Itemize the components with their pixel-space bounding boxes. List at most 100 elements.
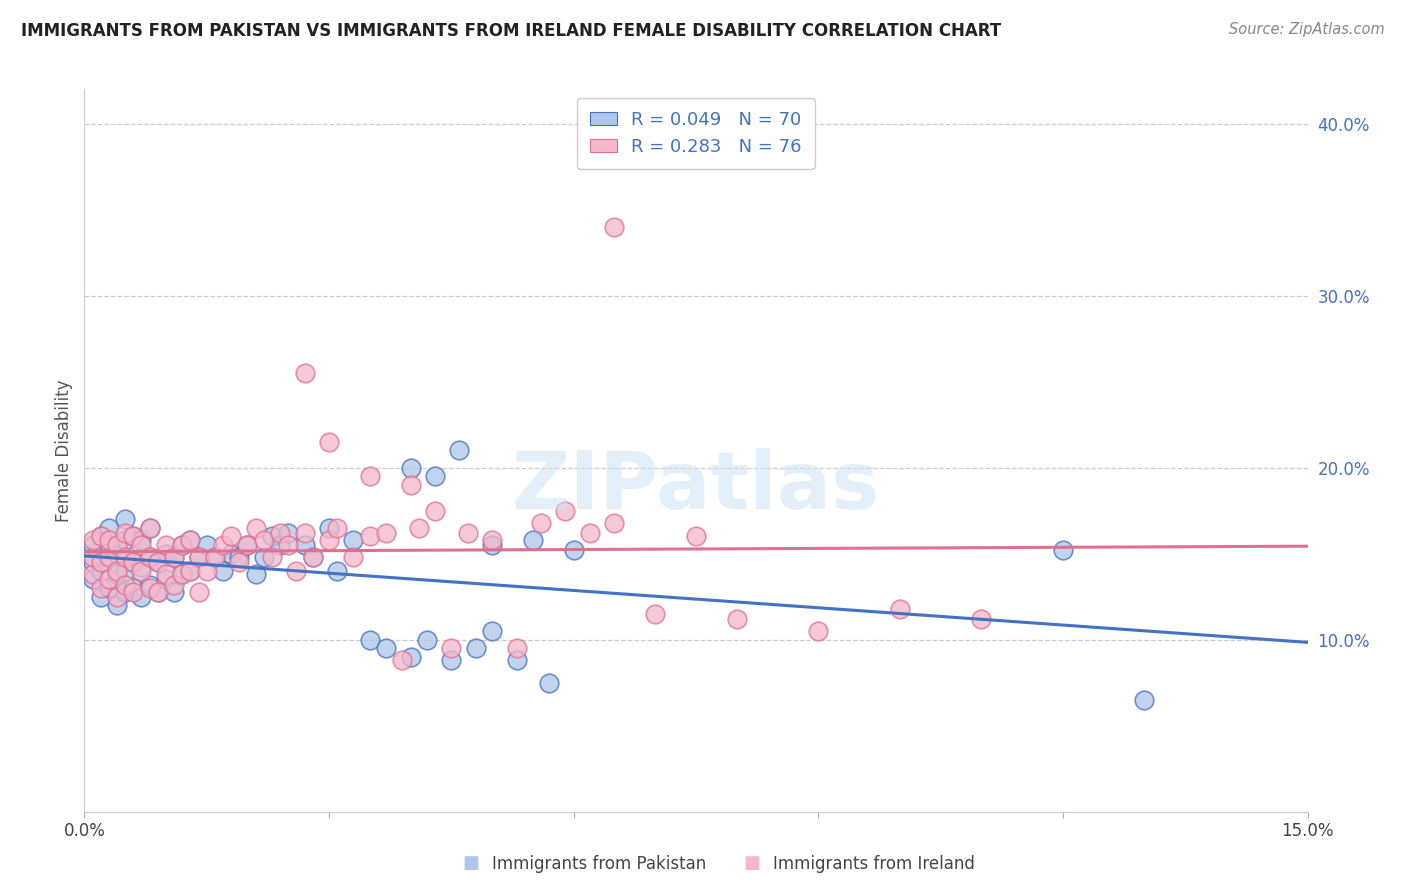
Point (105, 599, 128, 613)
Point (212, 538, 235, 552)
Point (82, 567, 104, 582)
Point (375, 526, 398, 541)
Point (260, 550, 283, 565)
Point (685, 529, 707, 543)
Point (114, 533, 136, 547)
Point (122, 529, 145, 543)
Point (481, 538, 503, 552)
Point (138, 581, 160, 595)
Point (114, 512, 136, 526)
Point (82, 538, 104, 552)
Point (301, 550, 323, 565)
Point (1052, 543, 1074, 558)
Point (359, 469, 381, 483)
Point (172, 567, 194, 582)
Text: Immigrants from Ireland: Immigrants from Ireland (773, 855, 976, 873)
Point (644, 607, 666, 621)
Point (82, 533, 104, 547)
Point (285, 564, 308, 578)
Point (163, 577, 186, 591)
Point (318, 533, 340, 547)
Point (122, 529, 145, 543)
Point (155, 538, 177, 552)
Text: ■: ■ (463, 854, 479, 871)
Point (245, 567, 267, 582)
Point (318, 521, 340, 535)
Point (522, 533, 544, 547)
Y-axis label: Female Disability: Female Disability (55, 379, 73, 522)
Point (579, 526, 602, 541)
Point (97, 573, 120, 587)
Legend: R = 0.049   N = 70, R = 0.283   N = 76: R = 0.049 N = 70, R = 0.283 N = 76 (578, 98, 814, 169)
Point (342, 550, 364, 565)
Point (342, 533, 364, 547)
Point (105, 564, 128, 578)
Point (179, 533, 201, 547)
Point (195, 538, 218, 552)
Point (82, 555, 104, 569)
Point (97, 521, 120, 535)
Point (138, 521, 160, 535)
Point (562, 543, 585, 558)
Point (90, 564, 112, 578)
Point (82, 573, 104, 587)
Point (318, 434, 340, 449)
Point (294, 366, 316, 380)
Point (505, 653, 527, 667)
Point (505, 641, 527, 656)
Point (138, 550, 160, 565)
Point (464, 641, 486, 656)
Point (219, 529, 242, 543)
Point (146, 584, 169, 599)
Text: ■: ■ (744, 854, 761, 871)
Point (399, 478, 422, 492)
Point (554, 503, 576, 517)
Point (138, 521, 160, 535)
Point (970, 612, 993, 626)
Point (245, 521, 267, 535)
Point (131, 564, 153, 578)
Point (155, 547, 177, 561)
Point (260, 529, 283, 543)
Point (146, 555, 169, 569)
Point (408, 521, 430, 535)
Point (90, 555, 112, 569)
Point (163, 550, 186, 565)
Point (399, 649, 422, 664)
Point (105, 590, 128, 604)
Point (114, 526, 136, 541)
Point (416, 632, 439, 647)
Point (82, 550, 104, 565)
Point (457, 526, 479, 541)
Point (481, 624, 503, 639)
Point (172, 567, 194, 582)
Point (105, 547, 128, 561)
Point (122, 555, 145, 569)
Point (146, 555, 169, 569)
Point (179, 564, 201, 578)
Point (131, 533, 153, 547)
Point (423, 469, 446, 483)
Point (603, 516, 626, 530)
Point (212, 564, 235, 578)
Point (399, 460, 422, 475)
Point (138, 550, 160, 565)
Point (228, 555, 250, 569)
Point (114, 584, 136, 599)
Point (1133, 693, 1156, 707)
Point (131, 538, 153, 552)
Point (359, 632, 381, 647)
Point (131, 590, 153, 604)
Point (253, 533, 276, 547)
Point (326, 564, 349, 578)
Point (725, 612, 748, 626)
Text: IMMIGRANTS FROM PAKISTAN VS IMMIGRANTS FROM IRELAND FEMALE DISABILITY CORRELATIO: IMMIGRANTS FROM PAKISTAN VS IMMIGRANTS F… (21, 22, 1001, 40)
Point (114, 564, 136, 578)
Point (131, 560, 153, 574)
Point (146, 584, 169, 599)
Point (294, 538, 316, 552)
Point (538, 675, 561, 690)
Point (269, 538, 291, 552)
Point (122, 581, 145, 595)
Point (105, 567, 128, 582)
